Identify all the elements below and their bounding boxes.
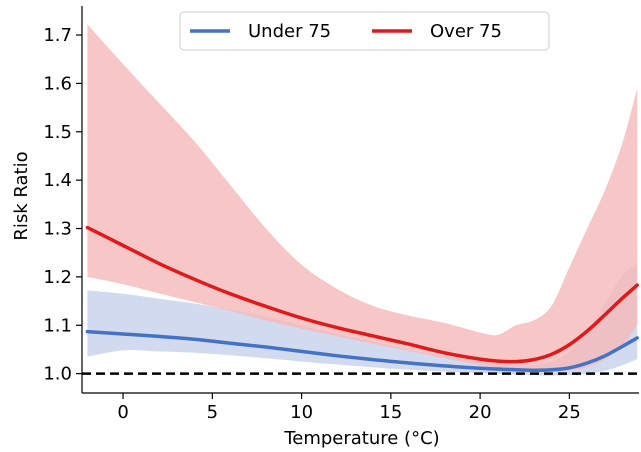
x-tick-label: 20 (469, 402, 492, 423)
y-tick-label: 1.1 (43, 315, 72, 336)
y-tick-label: 1.5 (43, 122, 72, 143)
tick-group: 0 5 10 15 20 25 1.0 1.1 1.2 1.3 1.4 1.5 1.6 1.7 (43, 25, 580, 423)
legend-box (179, 11, 550, 51)
confidence-band-under-75 (87, 263, 638, 376)
y-tick-label: 1.2 (43, 267, 72, 288)
x-tick-label: 10 (290, 402, 313, 423)
series-lines (85, 225, 639, 373)
y-axis-label: Risk Ratio (11, 151, 32, 240)
x-tick-label: 0 (117, 402, 128, 423)
y-tick-label: 1.7 (43, 25, 72, 46)
series-line-under-75 (85, 329, 639, 373)
axes (81, 6, 639, 394)
legend: Under 75 Over 75 (179, 11, 550, 51)
x-tick-label: 15 (379, 402, 402, 423)
legend-label: Under 75 (248, 21, 331, 42)
legend-label: Over 75 (430, 21, 502, 42)
x-axis-label: Temperature (°C) (283, 428, 439, 449)
y-tick-label: 1.4 (43, 170, 72, 191)
x-tick-label: 25 (558, 402, 581, 423)
series-line-over-75 (85, 225, 639, 364)
y-tick-label: 1.6 (43, 73, 72, 94)
confidence-band-over-75 (87, 24, 638, 372)
y-tick-label: 1.0 (43, 364, 72, 385)
confidence-bands (87, 24, 638, 376)
x-tick-label: 5 (207, 402, 218, 423)
y-tick-label: 1.3 (43, 219, 72, 240)
